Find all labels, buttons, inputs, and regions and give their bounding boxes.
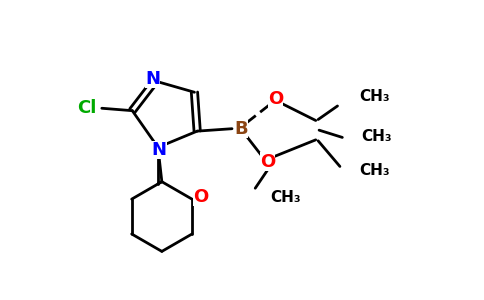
Text: B: B — [234, 120, 247, 138]
Text: O: O — [193, 188, 208, 206]
Text: N: N — [145, 70, 160, 88]
Text: CH₃: CH₃ — [359, 89, 390, 104]
Text: CH₃: CH₃ — [359, 163, 390, 178]
Text: CH₃: CH₃ — [270, 190, 301, 206]
Text: CH₃: CH₃ — [362, 129, 393, 144]
Text: O: O — [268, 90, 283, 108]
Text: N: N — [151, 141, 166, 159]
Text: O: O — [260, 153, 275, 171]
Text: Cl: Cl — [77, 99, 97, 117]
